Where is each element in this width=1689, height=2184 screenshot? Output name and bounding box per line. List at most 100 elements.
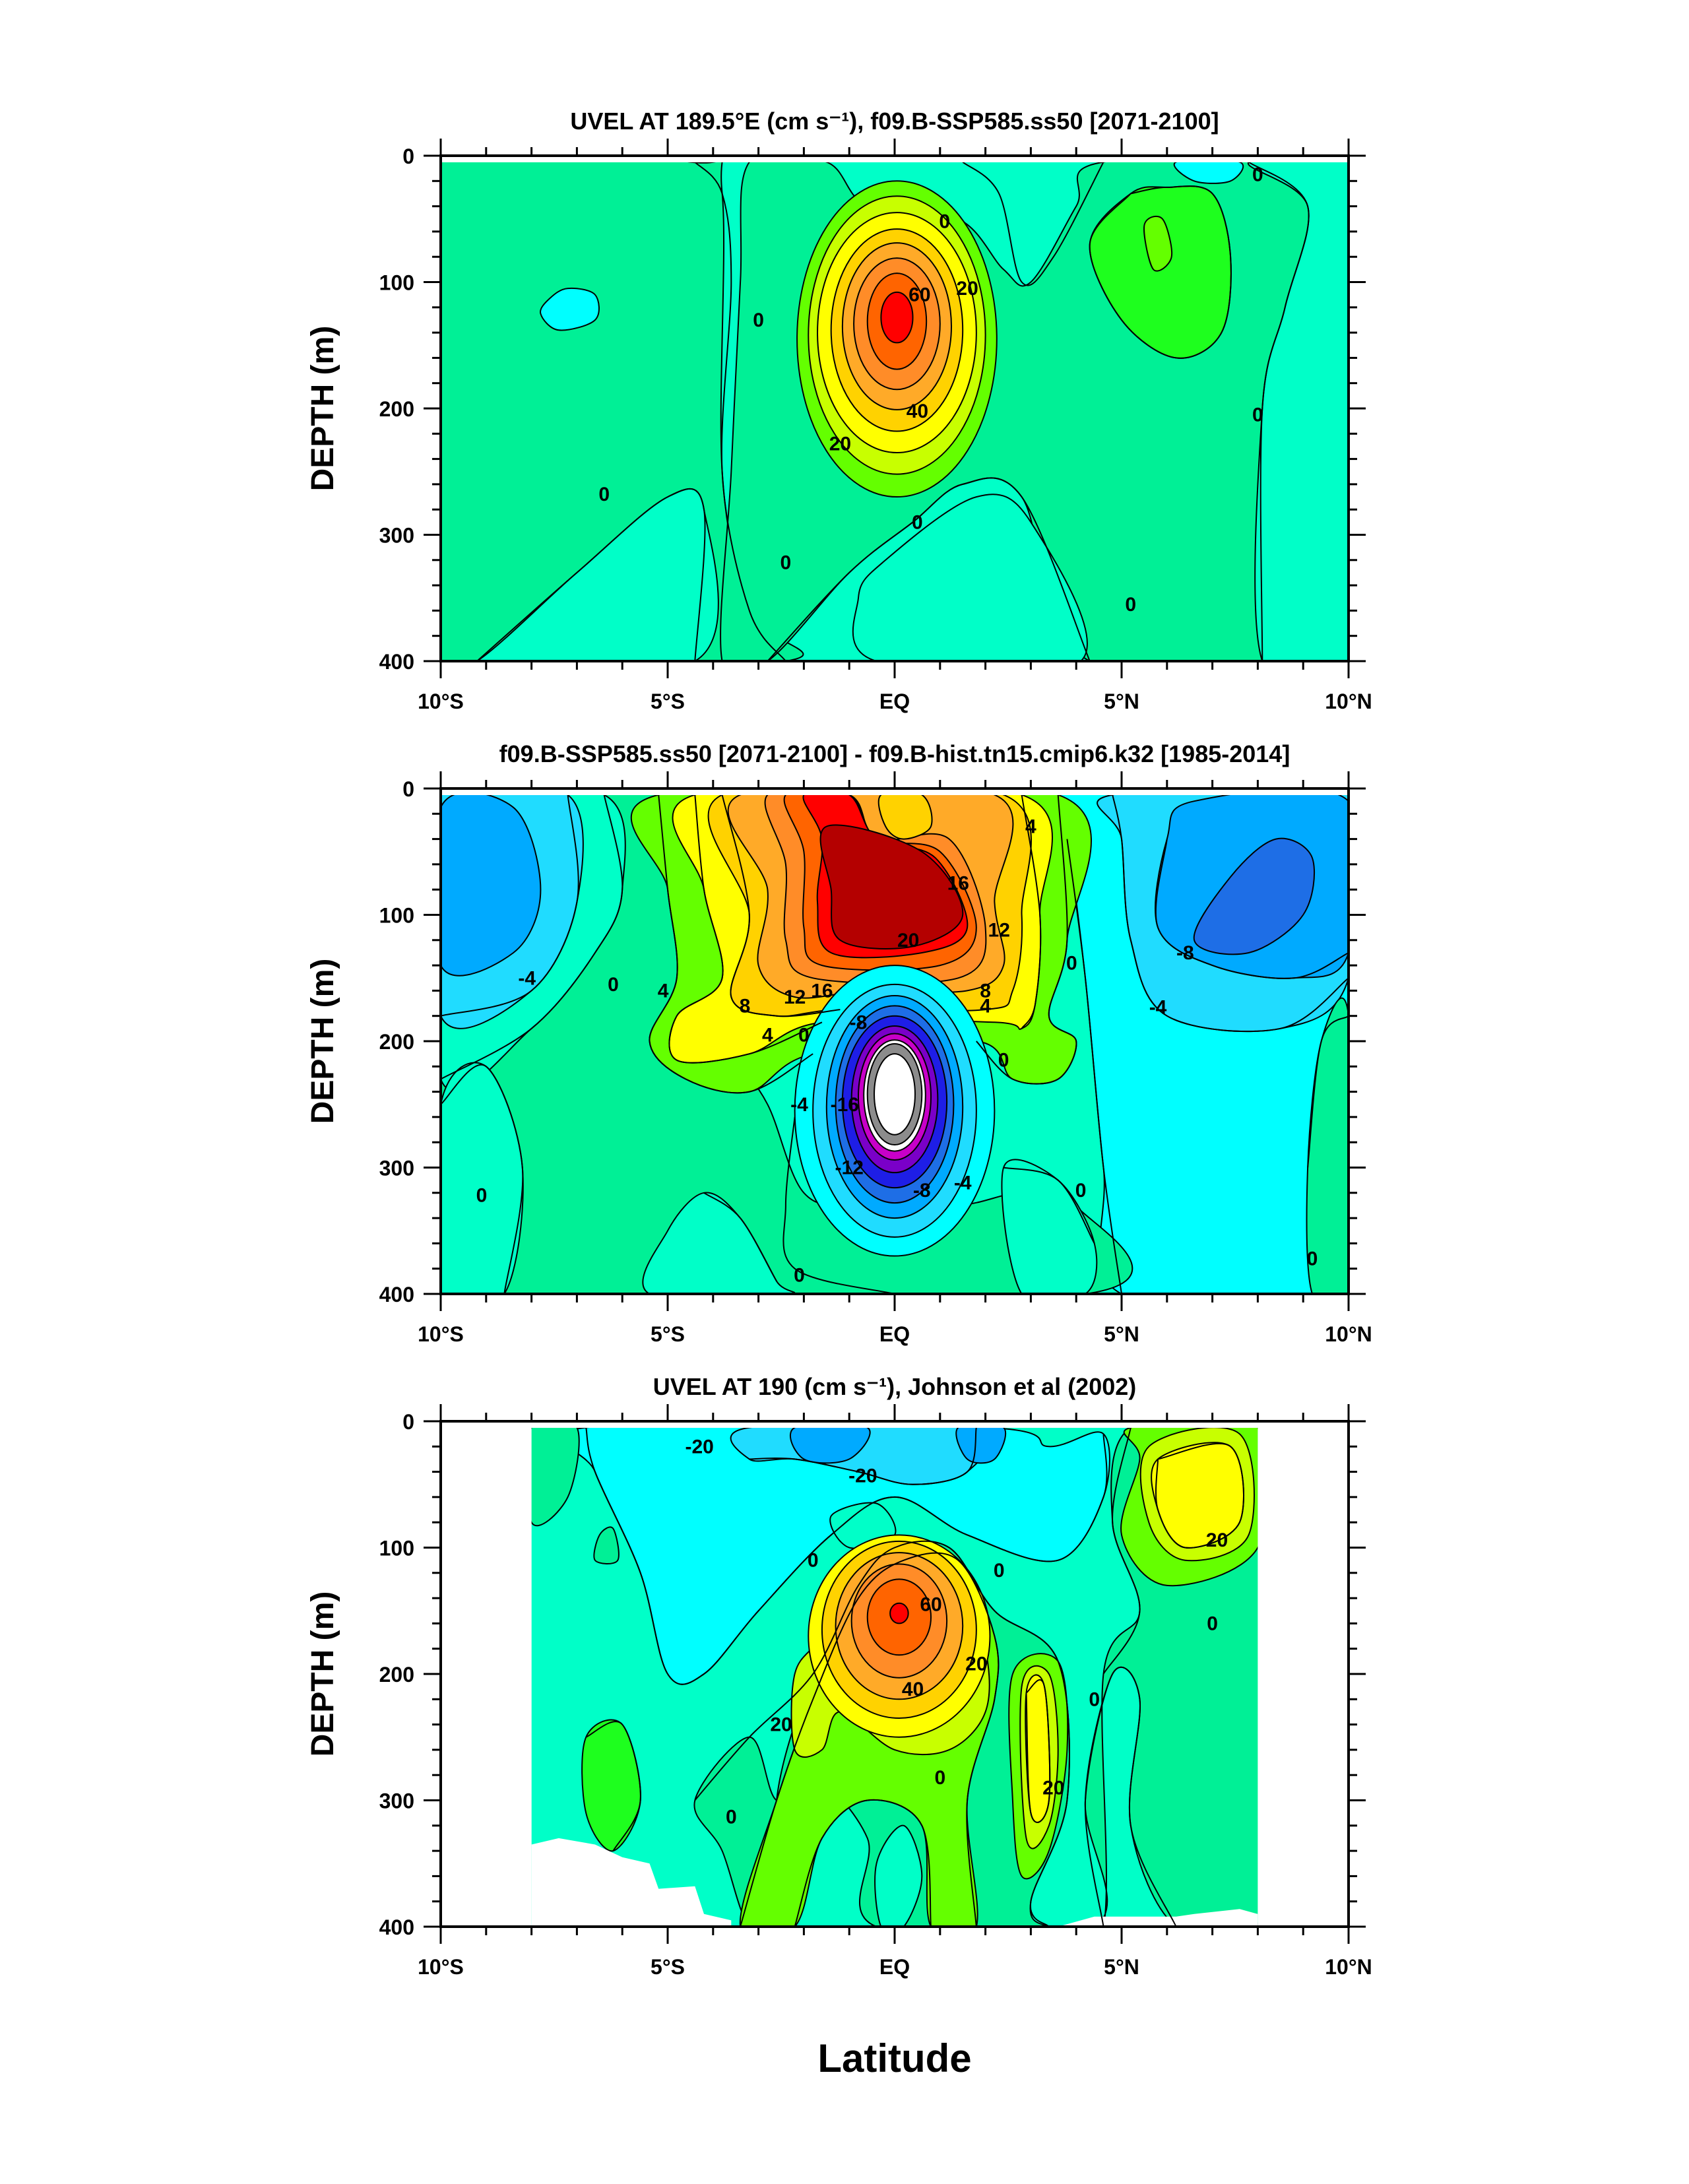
panel-title: UVEL AT 189.5°E (cm s⁻¹), f09.B-SSP585.s… [570,108,1219,135]
field [441,162,1349,661]
contour-line [441,1064,524,1294]
x-tick-label: 10°N [1325,1322,1372,1346]
contour-line [1112,795,1349,1033]
contour-label: 0 [781,552,792,574]
contour-label: 4 [762,1024,773,1046]
field [441,795,1349,1294]
contour-band [593,1526,620,1565]
x-tick-label: 10°N [1325,1955,1372,1979]
contour-line [1155,1442,1244,1549]
y-tick-label: 200 [379,1663,414,1686]
contour-line [649,795,813,1094]
x-tick-label: 10°S [418,690,464,713]
y-axis-label: DEPTH (m) [305,959,340,1124]
contour-label: 60 [908,284,930,306]
contour-label: 0 [476,1185,488,1207]
contour-label: 8 [740,995,751,1017]
contour-label: 16 [811,980,833,1002]
y-tick-label: 100 [379,1537,414,1560]
contour-line [1307,1015,1349,1168]
y-tick-label: 100 [379,904,414,928]
contour-line [585,1721,641,1851]
contour-label: 20 [770,1714,792,1736]
contour-label: 0 [939,211,950,233]
contour-label: 4 [658,980,669,1002]
y-tick-label: 400 [379,650,414,674]
contour-label: 16 [947,873,969,895]
contour-band [852,494,1088,661]
contour-line [1021,795,1042,1029]
contour-band [790,1428,871,1464]
y-tick-label: 200 [379,397,414,421]
contour-label: 40 [907,401,928,422]
contour-label: 0 [1089,1688,1100,1710]
x-tick-label: EQ [879,1955,910,1979]
contour-line [1066,839,1122,1294]
contour-label: 0 [726,1806,737,1828]
x-tick-label: 5°S [651,1955,685,1979]
contour-label: 0 [598,484,610,505]
contour-line [1155,839,1349,979]
panel-title: f09.B-SSP585.ss50 [2071-2100] - f09.B-hi… [499,740,1291,767]
contour-band [874,1824,923,1927]
contour-line [585,1428,1108,1685]
contour-label: 0 [1252,404,1263,426]
y-tick-label: 400 [379,1915,414,1939]
y-tick-label: 0 [402,145,414,168]
y-axis-label: DEPTH (m) [305,1591,340,1757]
contour-label: 0 [1075,1180,1087,1202]
contour-label: 0 [608,974,619,996]
no-data-region [531,1838,732,1927]
contour-label: 8 [980,980,991,1002]
contour-band [880,291,914,344]
x-tick-label: EQ [879,1322,910,1346]
panel-1: 0 0 0 0 0 0 0 0 20 20 40 60 10°S 5°S EQ 5°N 10°N 0 100 200 3… [305,108,1372,713]
x-tick-label: 10°N [1325,690,1372,713]
contour-label: -16 [831,1094,859,1116]
contour-band [889,1602,909,1624]
contour-label: 20 [897,930,919,951]
contour-band [877,795,933,840]
x-tick-label: 5°S [651,1322,685,1346]
contour-line [1089,185,1232,359]
y-tick-label: 300 [379,524,414,548]
contour-line [721,795,841,1017]
contour-line [794,1799,932,1927]
x-tick-label: 5°N [1104,1322,1139,1346]
x-tick-label: 5°S [651,690,685,713]
contour-label: 0 [794,1264,805,1286]
contour-label: -8 [1176,942,1194,964]
contour-label: 0 [994,1560,1005,1582]
contour-label: -4 [518,967,536,989]
contour-label: 0 [798,1024,810,1046]
contour-line [782,1116,895,1294]
x-tick-label: 10°S [418,1955,464,1979]
contour-line [749,1428,977,1485]
contour-line [1248,162,1310,661]
contour-label: 4 [1025,816,1036,837]
contour-label: 0 [912,511,923,533]
contour-band [540,287,600,331]
x-axis-label: Latitude [817,2036,971,2080]
y-tick-label: 0 [402,777,414,801]
no-data-region [1058,1909,1258,1927]
contour-label: 0 [1252,164,1263,186]
contour-label: 60 [920,1594,941,1616]
contour-line [694,162,786,661]
contour-label: 20 [965,1654,987,1675]
contour-label: 0 [1207,1613,1218,1634]
contour-label: -20 [685,1436,713,1458]
contour-label: 0 [1066,952,1077,974]
contour-band [1173,162,1244,184]
contour-label: 12 [784,986,806,1008]
contour-label: 20 [1042,1777,1064,1799]
contour-line [441,795,579,1017]
y-tick-label: 0 [402,1410,414,1434]
contour-band [1143,215,1173,272]
x-tick-label: 5°N [1104,1955,1139,1979]
x-tick-label: 10°S [418,1322,464,1346]
contour-label: 40 [902,1679,924,1700]
contour-label: -8 [850,1012,868,1033]
contour-label: 0 [1125,594,1136,616]
